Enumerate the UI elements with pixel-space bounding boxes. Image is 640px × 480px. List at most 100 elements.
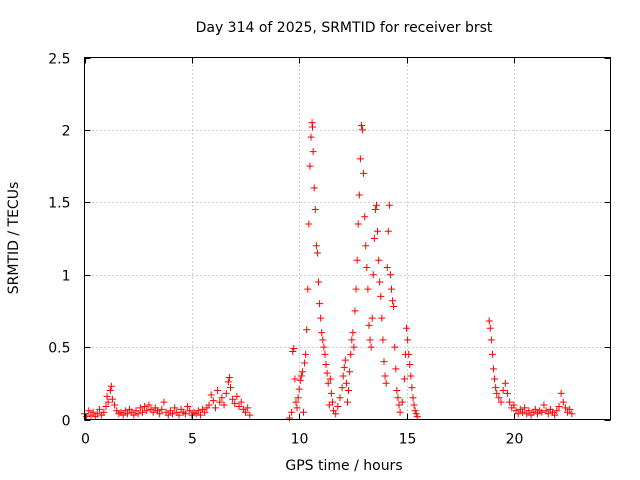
data-point (407, 372, 415, 380)
data-point (141, 402, 149, 410)
data-point (246, 411, 254, 419)
data-point (385, 201, 393, 209)
data-point (296, 376, 304, 384)
data-point (398, 398, 406, 406)
data-point (218, 394, 226, 402)
data-point (107, 382, 115, 390)
data-point (371, 206, 379, 214)
data-point (289, 347, 297, 355)
data-point (403, 324, 411, 332)
data-point (186, 407, 194, 415)
data-point (392, 365, 400, 373)
data-point (108, 395, 116, 403)
data-point (201, 408, 209, 416)
data-point (341, 356, 349, 364)
data-point (311, 206, 319, 214)
data-point (361, 213, 369, 221)
data-point (352, 285, 360, 293)
data-point (304, 285, 312, 293)
data-point (382, 379, 390, 387)
data-point (390, 303, 398, 311)
data-point (378, 314, 386, 322)
data-point (518, 408, 526, 416)
data-point (196, 411, 204, 419)
data-point (364, 285, 372, 293)
y-tick-label: 1 (62, 269, 71, 285)
data-point (338, 384, 346, 392)
data-point (340, 363, 348, 371)
data-point (136, 404, 144, 412)
data-point (488, 350, 496, 358)
data-point (184, 402, 192, 410)
plot-frame (84, 57, 611, 420)
data-point (568, 410, 576, 418)
data-point (325, 401, 333, 409)
data-point (89, 408, 97, 416)
data-point (355, 191, 363, 199)
data-point (111, 401, 119, 409)
data-point (149, 408, 157, 416)
data-point (194, 407, 202, 415)
data-point (544, 410, 552, 418)
data-point (313, 249, 321, 257)
data-point (138, 408, 146, 416)
data-point (222, 389, 230, 397)
data-point (225, 374, 233, 382)
data-point (380, 358, 388, 366)
data-point (175, 411, 183, 419)
data-point (405, 350, 413, 358)
data-point (316, 300, 324, 308)
data-point (497, 398, 505, 406)
data-point (309, 148, 317, 156)
data-point (540, 401, 548, 409)
data-point (353, 256, 361, 264)
data-point (383, 263, 391, 271)
data-point (367, 343, 375, 351)
data-point (393, 387, 401, 395)
data-point (145, 401, 153, 409)
data-point (100, 408, 108, 416)
data-point (209, 397, 217, 405)
data-point (339, 372, 347, 380)
data-point (160, 398, 168, 406)
data-point (181, 410, 189, 418)
data-point (386, 271, 394, 279)
data-point (324, 379, 332, 387)
data-point (503, 389, 511, 397)
data-point (377, 292, 385, 300)
data-point (93, 410, 101, 418)
data-points (81, 119, 576, 422)
data-point (164, 411, 172, 419)
data-point (395, 401, 403, 409)
data-point (555, 402, 563, 410)
data-point (411, 407, 419, 415)
data-point (307, 133, 315, 141)
data-point (368, 314, 376, 322)
data-point (323, 369, 331, 377)
y-tick-label: 0 (62, 414, 71, 430)
data-point (299, 408, 307, 416)
data-point (319, 336, 327, 344)
data-point (317, 314, 325, 322)
data-point (487, 336, 495, 344)
data-point (495, 394, 503, 402)
data-point (156, 410, 164, 418)
data-point (553, 407, 561, 415)
data-point (506, 398, 514, 406)
data-point (321, 350, 329, 358)
y-tick-labels: 0 0.5 1 1.5 2 2.5 (48, 52, 70, 430)
data-point (104, 398, 112, 406)
data-point (309, 123, 317, 131)
data-point (332, 410, 340, 418)
x-tick-label: 10 (291, 432, 309, 448)
data-point (326, 375, 334, 383)
data-point (293, 404, 301, 412)
data-point (226, 384, 234, 392)
x-axis-label: GPS time / hours (285, 458, 402, 474)
data-point (143, 407, 151, 415)
data-point (224, 378, 232, 386)
data-point (404, 336, 412, 344)
data-point (366, 336, 374, 344)
data-point (328, 398, 336, 406)
